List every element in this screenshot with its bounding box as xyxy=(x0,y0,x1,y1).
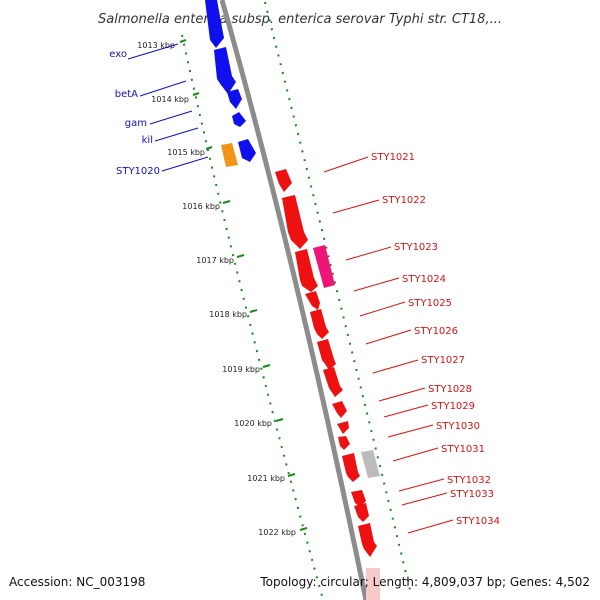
tick-label: 1013 kbp xyxy=(137,41,175,50)
leader-line xyxy=(154,127,199,142)
gene-label-sty1030[interactable]: STY1030 xyxy=(436,421,480,432)
leader-line xyxy=(378,387,426,402)
gene-label-sty1022[interactable]: STY1022 xyxy=(382,195,426,206)
tick-label: 1019 kbp xyxy=(222,365,260,374)
tick-label: 1018 kbp xyxy=(209,310,247,319)
tick-1014: 1014 kbp xyxy=(151,92,200,104)
gene-arrow-sty1022[interactable] xyxy=(282,195,308,249)
gene-label-sty1032[interactable]: STY1032 xyxy=(447,475,491,486)
tick-label: 1014 kbp xyxy=(151,95,189,104)
tick-label: 1015 kbp xyxy=(167,148,205,157)
gene-arrow-sty1020[interactable] xyxy=(221,143,238,167)
leader-line xyxy=(372,359,419,374)
gene-arrow-sty1033[interactable] xyxy=(354,503,369,522)
gene-arrow-sty1021[interactable] xyxy=(275,169,292,192)
tick-1019: 1019 kbp xyxy=(222,364,271,374)
gene-label-gam[interactable]: gam xyxy=(125,118,147,129)
leader-line xyxy=(149,110,193,125)
leader-line xyxy=(387,424,434,438)
right-gene-labels: STY1021 STY1022 STY1023 STY1024 STY1025 … xyxy=(323,152,500,534)
gene-label-sty1025[interactable]: STY1025 xyxy=(408,298,452,309)
leader-line xyxy=(139,80,187,97)
gene-arrow-sty1026[interactable] xyxy=(310,309,329,339)
gene-arrow-sty1024[interactable] xyxy=(295,249,318,292)
leader-line xyxy=(365,329,412,345)
gene-label-betA[interactable]: betA xyxy=(115,89,138,100)
gene-arrow-kil[interactable] xyxy=(238,139,256,162)
gene-label-sty1024[interactable]: STY1024 xyxy=(402,274,446,285)
tick-label: 1017 kbp xyxy=(196,256,234,265)
right-strand-genes xyxy=(275,169,380,600)
gene-arrow-sty1029[interactable] xyxy=(332,401,347,418)
tick-label: 1016 kbp xyxy=(182,202,220,211)
tick-label: 1020 kbp xyxy=(234,419,272,428)
leader-line xyxy=(161,156,209,172)
gene-arrow-sty1028[interactable] xyxy=(323,367,343,397)
gene-faded-bottom[interactable] xyxy=(366,568,380,600)
gene-label-sty1031[interactable]: STY1031 xyxy=(441,444,485,455)
scale-ticks: 1013 kbp 1014 kbp 1015 kbp 1016 kbp 1017… xyxy=(137,39,308,537)
tick-1013: 1013 kbp xyxy=(137,39,187,50)
leader-line xyxy=(359,301,406,317)
accession-text: Accession: NC_003198 xyxy=(9,575,145,589)
tick-label: 1021 kbp xyxy=(247,474,285,483)
gene-arrow-sty1027[interactable] xyxy=(317,339,336,370)
gene-label-sty1023[interactable]: STY1023 xyxy=(394,242,438,253)
gene-arrow-top[interactable] xyxy=(205,0,224,48)
leader-line xyxy=(345,246,392,261)
gene-arrow-sty1031-grey[interactable] xyxy=(361,450,380,478)
tick-1022: 1022 kbp xyxy=(258,527,308,537)
gene-label-sty1020[interactable]: STY1020 xyxy=(116,166,160,177)
leader-line xyxy=(353,277,400,292)
gene-label-sty1026[interactable]: STY1026 xyxy=(414,326,458,337)
left-gene-labels: exo betA gam kil STY1020 xyxy=(109,43,209,177)
leader-line xyxy=(127,43,179,60)
gene-arrow-sty1025[interactable] xyxy=(305,291,320,310)
gene-label-sty1033[interactable]: STY1033 xyxy=(450,489,494,500)
leader-line xyxy=(407,519,454,534)
gene-arrow-sty1031[interactable] xyxy=(342,453,360,482)
left-scale-axis xyxy=(181,34,323,597)
genome-title: Salmonella enterica subsp. enterica sero… xyxy=(98,12,502,27)
gene-label-kil[interactable]: kil xyxy=(142,135,153,146)
gene-arrow-gam[interactable] xyxy=(232,112,246,127)
gene-arrow-sty1031a[interactable] xyxy=(338,436,350,450)
genome-backbone xyxy=(219,0,369,600)
gene-arrow-exo[interactable] xyxy=(214,47,236,94)
gene-arrow-sty1030[interactable] xyxy=(337,421,349,434)
gene-arrow-sty1032[interactable] xyxy=(351,490,366,507)
leader-line xyxy=(401,492,448,506)
gene-arrow-sty1034[interactable] xyxy=(358,523,377,557)
leader-line xyxy=(323,156,369,173)
gene-arrow-sty1023[interactable] xyxy=(313,245,335,288)
gene-label-sty1028[interactable]: STY1028 xyxy=(428,384,472,395)
leader-line xyxy=(332,199,380,214)
topology-text: Topology: circular; Length: 4,809,037 bp… xyxy=(259,575,590,589)
tick-1015: 1015 kbp xyxy=(167,146,213,157)
leader-line xyxy=(383,404,429,418)
tick-1021: 1021 kbp xyxy=(247,473,296,483)
tick-1016: 1016 kbp xyxy=(182,200,231,211)
tick-label: 1022 kbp xyxy=(258,528,296,537)
gene-arrow-beta[interactable] xyxy=(227,89,242,109)
gene-label-sty1027[interactable]: STY1027 xyxy=(421,355,465,366)
gene-label-sty1021[interactable]: STY1021 xyxy=(371,152,415,163)
tick-1017: 1017 kbp xyxy=(196,254,245,265)
tick-1020: 1020 kbp xyxy=(234,418,284,428)
gene-label-sty1029[interactable]: STY1029 xyxy=(431,401,475,412)
left-strand-genes xyxy=(205,0,256,167)
tick-1018: 1018 kbp xyxy=(209,309,258,319)
leader-line xyxy=(392,447,439,462)
gene-label-sty1034[interactable]: STY1034 xyxy=(456,516,500,527)
leader-line xyxy=(398,478,445,492)
gene-label-exo[interactable]: exo xyxy=(109,49,127,60)
